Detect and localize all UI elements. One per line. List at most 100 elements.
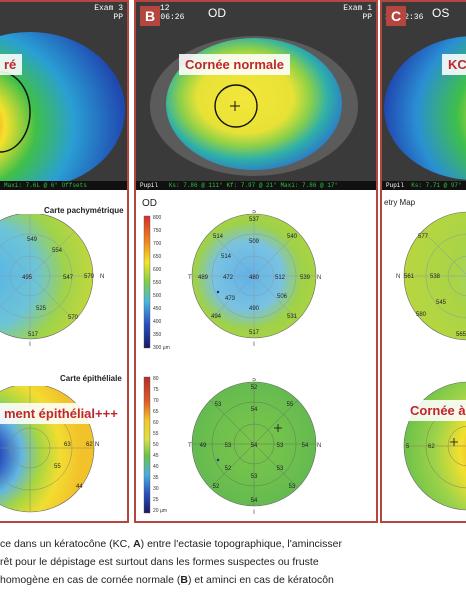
pachy-scale-b (143, 215, 151, 349)
scale-tick: 40 (153, 464, 159, 470)
pachy-value: 570 (68, 315, 79, 321)
pachy-value: 540 (287, 234, 298, 240)
pachy-value: 580 (416, 312, 427, 318)
exam-sub-b: PP (362, 13, 372, 22)
epi-label-c: Cornée à (404, 400, 466, 421)
pachy-value: 579 (84, 274, 95, 280)
topo-label-c: KC (442, 54, 466, 75)
time-b: 19:06:26 (146, 13, 185, 22)
scale-tick: 55 (153, 431, 159, 437)
pachy-letter-n-c: N (396, 274, 400, 280)
epi-value: 49 (200, 443, 207, 449)
scale-tick: 750 (153, 228, 162, 234)
pachy-value: 494 (211, 314, 222, 320)
caption-ref-a: A (133, 538, 141, 550)
od-label-b: OD (142, 198, 157, 209)
epi-letter-i-b: I (253, 510, 255, 516)
eye-label-b: OD (208, 6, 226, 20)
epi-letter-t-b: T (188, 443, 192, 449)
epi-value: 54 (251, 407, 258, 413)
epi-value: 52 (213, 484, 220, 490)
epi-letter-n-a: N (95, 442, 99, 448)
k-values-c: Ks: 7.71 @ 97° (411, 182, 462, 189)
pachy-map-b: S 537 509 514 540 514 T 489 472 480 512 … (188, 210, 321, 348)
scale-tick: 30 (153, 486, 159, 492)
pachy-value: 577 (418, 234, 429, 240)
scale-tick: 20 µm (153, 508, 167, 514)
topo-footer-b: Pupil Ks: 7.86 @ 111° Kf: 7.97 @ 21° Max… (136, 181, 376, 190)
pachy-value: 506 (277, 294, 288, 300)
pachy-value: 531 (287, 314, 298, 320)
epi-label-a: ment épithélial+++ (0, 403, 124, 424)
pachy-title-c: etry Map (384, 198, 416, 207)
scale-tick: 600 (153, 267, 162, 273)
tag-c: C (386, 6, 406, 26)
exam-label-a: Exam 3 (94, 4, 123, 13)
topo-footer-a: Maxi: 7.6L @ 6° Offsets (0, 181, 127, 190)
pachy-value: 549 (27, 237, 38, 243)
epi-value: 53 (251, 474, 258, 480)
pachy-value: 489 (198, 275, 209, 281)
epi-title-a: Carte épithéliale (60, 374, 122, 383)
pachy-letter-s-b: S (252, 210, 256, 215)
epi-value: 55 (287, 402, 294, 408)
pachy-letter-i-a: I (29, 342, 31, 348)
epi-value: 62 (428, 444, 435, 450)
pachy-value: 472 (223, 275, 234, 281)
pachy-value: 517 (28, 332, 39, 338)
pachy-value: 554 (52, 248, 63, 254)
topography-image-c (382, 2, 466, 190)
epi-value: 44 (76, 484, 83, 490)
pachy-title-a: Carte pachymétrique (44, 206, 124, 215)
epi-value: 54 (302, 443, 309, 449)
caption-line-2: rêt pour le dépistage est surtout dans l… (0, 556, 319, 568)
epi-value: 62 (86, 442, 93, 448)
epi-value: 55 (54, 464, 61, 470)
caption-line-1: ce dans un kératocône (KC, A) entre l'ec… (0, 538, 342, 550)
pachy-value: 545 (436, 300, 447, 306)
epi-value: 52 (251, 385, 258, 391)
caption-text: ) entre l'ectasie topographique, l'aminc… (140, 538, 342, 550)
scale-tick: 400 (153, 319, 162, 325)
epi-value: 53 (225, 443, 232, 449)
panel-a: Exam 3 PP ré Maxi: 7.6L @ 6° Offsets Car… (0, 0, 129, 523)
pachy-map-c: 577 N 561 538 545 580 565 (396, 211, 466, 341)
epi-value: 53 (289, 484, 296, 490)
scale-tick: 500 (153, 293, 162, 299)
panel-c: 10:52:36 OS KC Pupil Ks: 7.71 @ 97° C et… (380, 0, 466, 523)
pachy-value: 537 (249, 217, 260, 223)
epi-value: 53 (277, 466, 284, 472)
pachy-value: 509 (249, 239, 260, 245)
header-small-b: 12 (160, 4, 170, 13)
exam-sub-a: PP (113, 13, 123, 22)
caption-ref-b: B (180, 574, 188, 586)
scale-tick: 450 (153, 306, 162, 312)
pachy-value: 490 (249, 306, 260, 312)
scale-tick: 800 (153, 215, 162, 221)
scale-tick: 550 (153, 280, 162, 286)
tag-b: B (140, 6, 160, 26)
pachy-letter-t-b: T (188, 275, 192, 281)
eye-label-c: OS (432, 6, 450, 20)
pupil-label-b: Pupil (140, 182, 159, 189)
epi-letter-n-b: N (317, 443, 321, 449)
epi-value: 53 (277, 443, 284, 449)
pupil-label-c: Pupil (386, 182, 405, 189)
scale-tick: 75 (153, 387, 159, 393)
caption-text: homogène en cas de cornée normale ( (0, 574, 181, 586)
topography-image-a (0, 2, 127, 190)
pachy-value: 525 (36, 306, 47, 312)
pachy-value: 565 (456, 332, 466, 338)
pachy-letter-i-b: I (253, 342, 255, 348)
topography-map-c: 10:52:36 OS KC Pupil Ks: 7.71 @ 97° (382, 2, 466, 190)
topo-label-b: Cornée normale (179, 54, 290, 75)
pachy-value: 561 (404, 274, 415, 280)
scale-tick: 25 (153, 497, 159, 503)
epi-scale-b (143, 376, 151, 514)
k-values-b: Ks: 7.86 @ 111° Kf: 7.97 @ 21° Maxi: 7.8… (168, 182, 339, 189)
pachy-letter-n-b: N (317, 275, 321, 281)
pachy-value: 538 (430, 274, 441, 280)
topography-map-a: Exam 3 PP ré Maxi: 7.6L @ 6° Offsets (0, 2, 127, 190)
pachy-map-a: S 549 554 495 547 579 N 525 570 517 I (0, 214, 104, 348)
topography-image-b (136, 2, 376, 190)
